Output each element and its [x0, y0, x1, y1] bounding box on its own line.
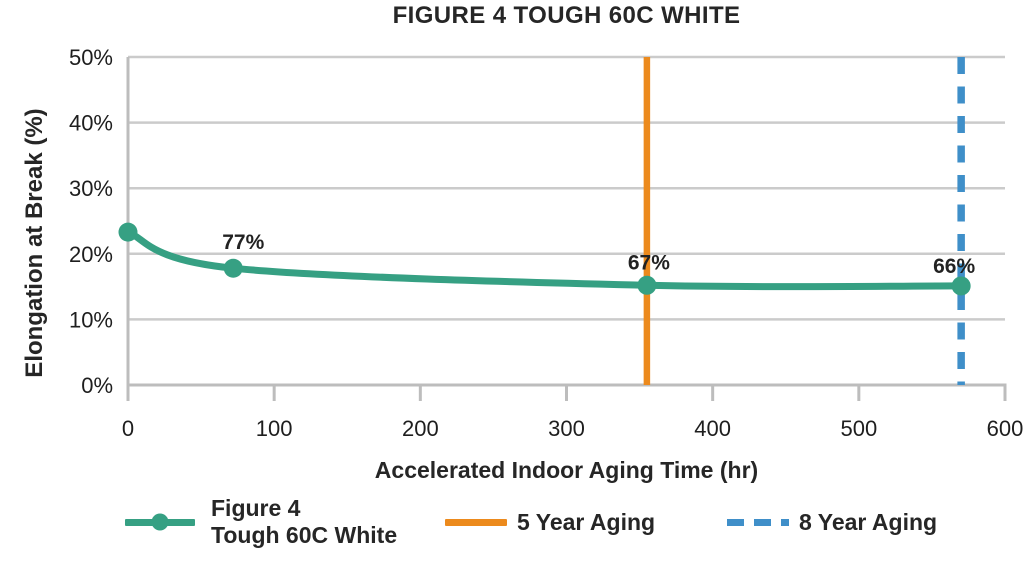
- data-point-0: [118, 222, 138, 242]
- eight-year-dashed-swatch: [727, 518, 789, 526]
- y-tick-label-0: 0%: [81, 373, 113, 398]
- five-year-line-swatch: [445, 518, 507, 526]
- y-tick-label-50: 50%: [69, 45, 113, 70]
- y-tick-label-10: 10%: [69, 307, 113, 332]
- x-tick-label-100: 100: [256, 416, 293, 441]
- legend-label-series-line1: Figure 4: [211, 495, 301, 522]
- data-point-1: [223, 258, 243, 278]
- legend-item-5-year-aging: 5 Year Aging: [445, 493, 655, 551]
- series-dot-swatch: [151, 513, 169, 531]
- series-curve: [124, 228, 965, 291]
- x-axis-title: Accelerated Indoor Aging Time (hr): [374, 457, 759, 483]
- y-tick-label-40: 40%: [69, 111, 113, 136]
- x-tick-label-600: 600: [987, 416, 1024, 441]
- x-tick-label-400: 400: [694, 416, 731, 441]
- series-line-marker-swatch: [125, 513, 195, 531]
- point-label-2: 67%: [628, 251, 670, 274]
- x-tick-label-200: 200: [402, 416, 439, 441]
- chart-title: FIGURE 4 TOUGH 60C WHITE: [392, 2, 741, 29]
- five-year-swatch-wrap: [445, 518, 507, 526]
- point-label-1: 77%: [222, 231, 264, 254]
- x-tick-label-0: 0: [122, 416, 134, 441]
- y-tick-label-20: 20%: [69, 242, 113, 267]
- data-point-3: [951, 276, 971, 296]
- legend-label-series: Figure 4 Tough 60C White: [211, 495, 397, 548]
- point-label-3: 66%: [933, 255, 975, 278]
- y-tick-label-30: 30%: [69, 176, 113, 201]
- x-tick-label-500: 500: [840, 416, 877, 441]
- legend-item-series: Figure 4 Tough 60C White: [125, 493, 397, 551]
- series-swatch-wrap: [125, 513, 195, 531]
- legend-label-8-year: 8 Year Aging: [799, 508, 938, 535]
- legend-item-8-year-aging: 8 Year Aging: [727, 493, 937, 551]
- eight-year-swatch-wrap: [727, 518, 789, 526]
- data-point-2: [637, 275, 657, 295]
- legend-label-series-line2: Tough 60C White: [211, 522, 398, 548]
- legend: Figure 4 Tough 60C White 5 Year Aging 8 …: [0, 493, 1024, 557]
- legend-label-5-year: 5 Year Aging: [517, 508, 656, 535]
- x-tick-label-300: 300: [548, 416, 585, 441]
